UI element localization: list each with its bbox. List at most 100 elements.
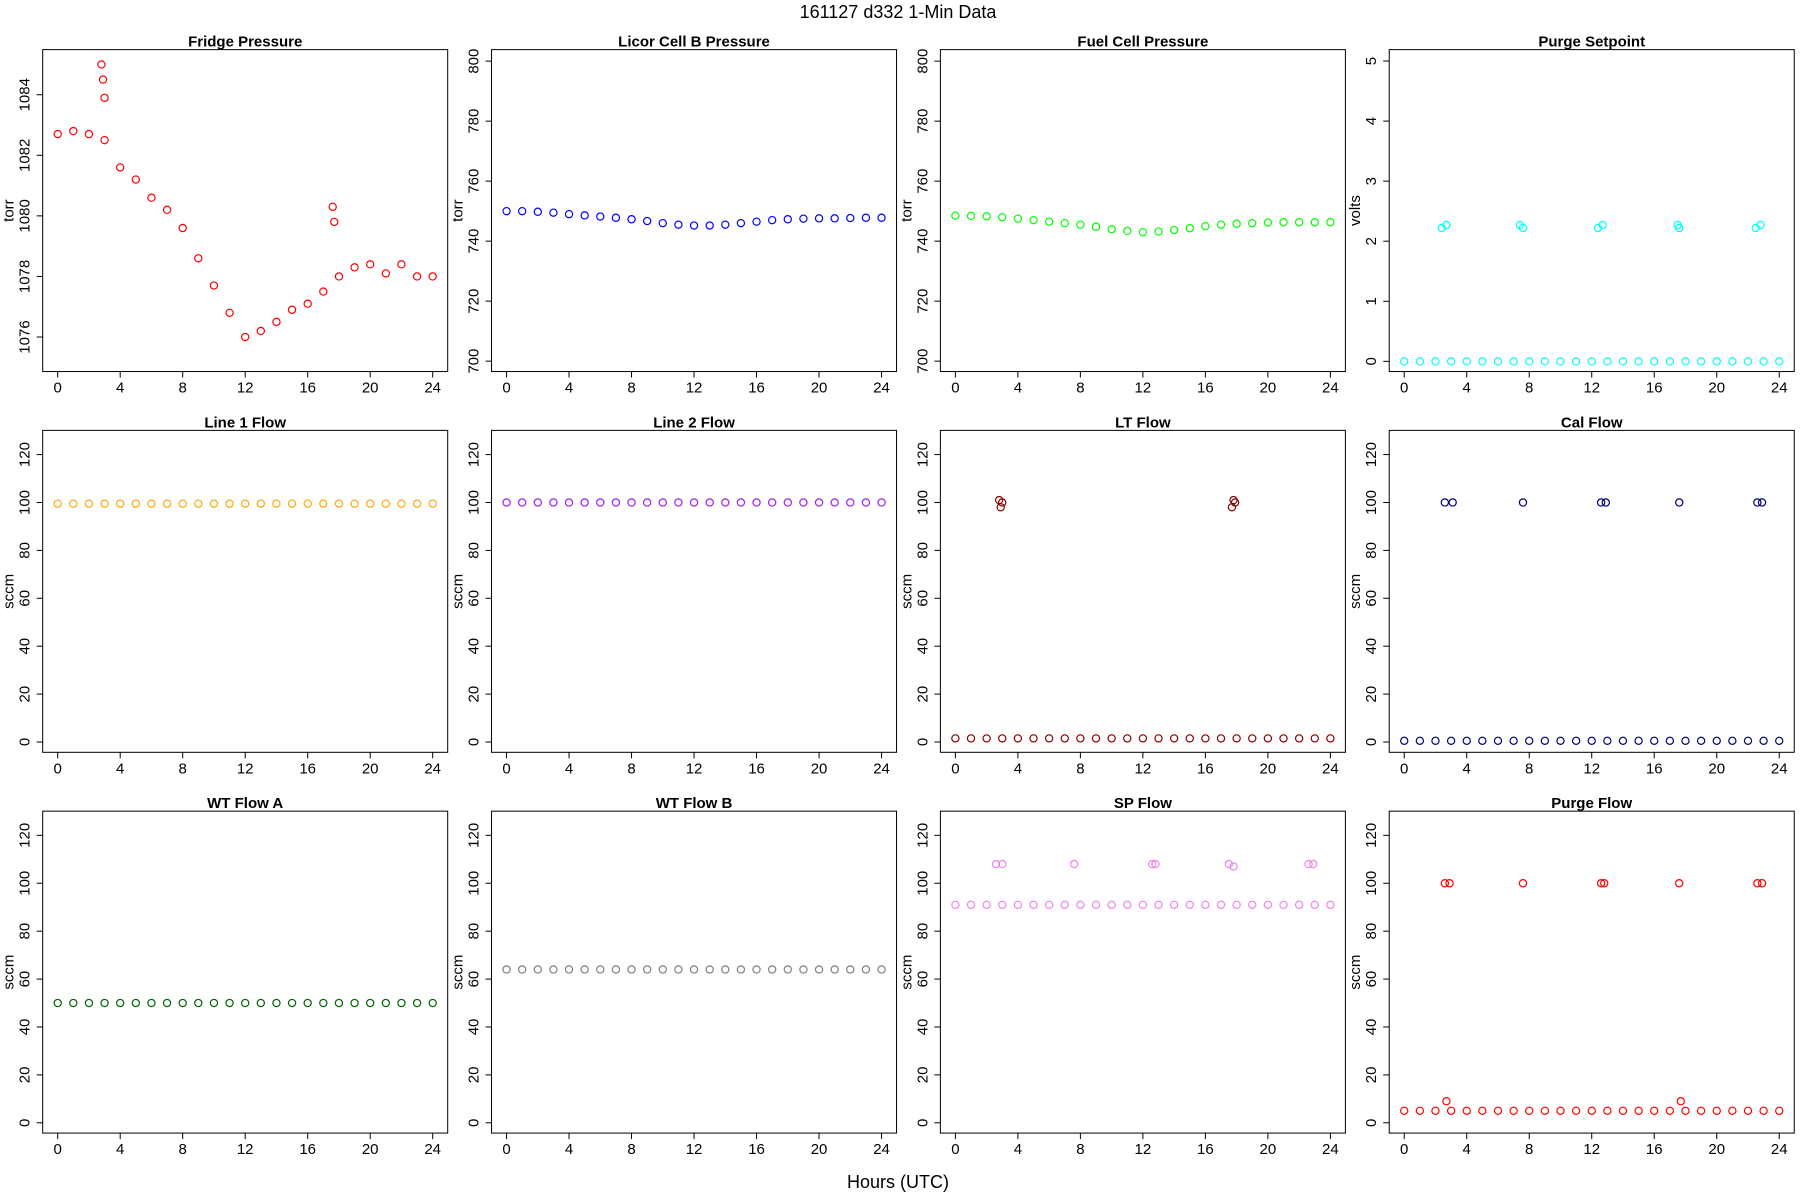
data-point bbox=[287, 305, 297, 314]
data-point bbox=[783, 215, 792, 224]
data-point bbox=[319, 499, 328, 508]
data-point bbox=[178, 223, 187, 233]
x-tick-label: 8 bbox=[179, 760, 187, 777]
y-tick-label: 0 bbox=[466, 738, 483, 746]
data-point bbox=[1154, 227, 1163, 236]
data-point bbox=[115, 499, 125, 508]
x-tick-label: 16 bbox=[1197, 760, 1214, 777]
data-point bbox=[1091, 734, 1101, 743]
x-tick-label: 24 bbox=[873, 380, 890, 397]
data-point bbox=[1728, 357, 1737, 366]
data-point bbox=[1596, 498, 1606, 507]
panel-title: LT Flow bbox=[1115, 414, 1171, 431]
data-point bbox=[1138, 900, 1148, 910]
x-tick-label: 12 bbox=[237, 760, 254, 777]
data-point bbox=[1759, 1106, 1768, 1116]
y-axis-label: sccm bbox=[450, 574, 467, 609]
data-point bbox=[1185, 900, 1194, 910]
data-point bbox=[564, 965, 574, 974]
data-point bbox=[287, 998, 297, 1008]
data-point bbox=[658, 498, 667, 507]
x-tick-label: 8 bbox=[1076, 380, 1084, 397]
panel-title: Line 1 Flow bbox=[204, 414, 286, 431]
data-point bbox=[721, 220, 730, 229]
data-point bbox=[1775, 736, 1784, 746]
y-tick-label: 120 bbox=[17, 823, 34, 848]
data-point bbox=[1518, 879, 1528, 888]
y-tick-label: 100 bbox=[1363, 490, 1380, 515]
data-point bbox=[1216, 900, 1226, 910]
data-point bbox=[627, 965, 636, 974]
data-point bbox=[381, 269, 391, 278]
data-point bbox=[1446, 357, 1456, 366]
y-tick-label: 120 bbox=[1363, 442, 1380, 467]
x-tick-label: 12 bbox=[1583, 380, 1600, 397]
data-point bbox=[1681, 357, 1690, 366]
data-point bbox=[611, 498, 621, 507]
data-point bbox=[1509, 1106, 1518, 1116]
data-point bbox=[1044, 900, 1054, 910]
data-point bbox=[1445, 879, 1454, 888]
data-point bbox=[627, 215, 636, 224]
data-point bbox=[752, 498, 761, 507]
x-tick-label: 0 bbox=[951, 1141, 959, 1158]
data-point bbox=[1442, 220, 1451, 230]
x-tick-label: 16 bbox=[299, 380, 316, 397]
y-tick-label: 80 bbox=[914, 923, 931, 940]
data-point bbox=[564, 209, 574, 219]
y-tick-label: 120 bbox=[466, 442, 483, 467]
data-point bbox=[1029, 900, 1038, 910]
x-tick-label: 24 bbox=[1322, 760, 1339, 777]
data-point bbox=[580, 498, 589, 507]
data-point bbox=[1151, 859, 1160, 869]
data-point bbox=[69, 126, 78, 136]
y-tick-label: 80 bbox=[466, 923, 483, 940]
panel-title: Licor Cell B Pressure bbox=[618, 34, 770, 51]
data-point bbox=[1696, 1106, 1706, 1116]
data-point bbox=[1540, 736, 1550, 746]
data-point bbox=[736, 965, 746, 974]
data-point bbox=[53, 129, 62, 139]
data-point bbox=[721, 965, 730, 974]
data-point bbox=[1107, 734, 1116, 743]
y-tick-label: 20 bbox=[466, 1067, 483, 1084]
x-tick-label: 24 bbox=[424, 1141, 441, 1158]
data-point bbox=[1556, 357, 1565, 366]
data-point bbox=[1232, 734, 1241, 743]
y-tick-label: 0 bbox=[466, 1119, 483, 1127]
data-point bbox=[1556, 1106, 1565, 1116]
data-point bbox=[1400, 736, 1409, 746]
x-tick-label: 0 bbox=[54, 380, 62, 397]
y-axis-label: sccm bbox=[898, 574, 915, 609]
x-tick-label: 0 bbox=[951, 760, 959, 777]
data-point bbox=[365, 499, 375, 508]
data-point bbox=[100, 499, 109, 508]
x-tick-label: 24 bbox=[873, 760, 890, 777]
data-point bbox=[69, 499, 78, 508]
data-point bbox=[1696, 736, 1706, 746]
data-point bbox=[178, 499, 187, 508]
data-point bbox=[1263, 734, 1273, 743]
data-point bbox=[1478, 736, 1487, 746]
plot-frame bbox=[1388, 429, 1795, 753]
data-point bbox=[53, 499, 62, 508]
data-point bbox=[1743, 357, 1753, 366]
data-point bbox=[115, 998, 125, 1008]
x-tick-label: 0 bbox=[1400, 380, 1408, 397]
data-point bbox=[1044, 217, 1054, 226]
data-point bbox=[1757, 879, 1767, 888]
data-point bbox=[334, 998, 344, 1008]
data-point bbox=[966, 900, 976, 910]
y-tick-label: 40 bbox=[1363, 638, 1380, 655]
y-axis-label: torr bbox=[898, 199, 915, 222]
data-point bbox=[596, 965, 605, 974]
data-point bbox=[1440, 879, 1450, 888]
data-point bbox=[674, 220, 683, 229]
data-point bbox=[1107, 900, 1116, 910]
y-tick-label: 60 bbox=[914, 971, 931, 988]
y-tick-label: 0 bbox=[1363, 357, 1380, 365]
x-tick-label: 20 bbox=[811, 380, 828, 397]
data-point bbox=[658, 218, 667, 228]
data-point bbox=[1675, 498, 1684, 507]
y-tick-label: 80 bbox=[1363, 923, 1380, 940]
